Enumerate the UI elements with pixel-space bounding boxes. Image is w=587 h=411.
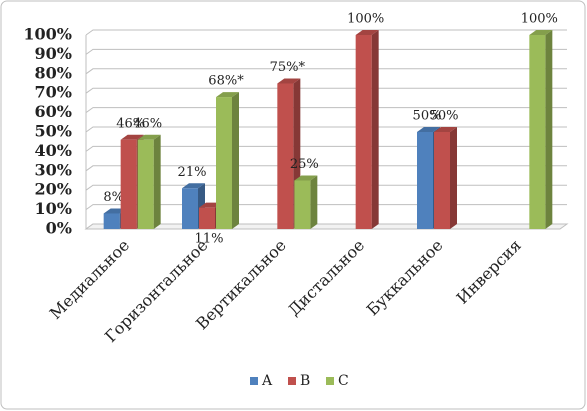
data-label: 75%*: [270, 60, 306, 75]
grid-line: [85, 87, 567, 94]
bar-side: [371, 30, 379, 229]
bar-top: [355, 30, 379, 35]
bar-side: [545, 30, 553, 229]
legend-swatch: [250, 377, 258, 385]
bar-side: [450, 127, 457, 229]
bar-top: [216, 92, 239, 98]
y-tick-label: 30%: [35, 160, 72, 179]
data-label: 50%: [430, 109, 459, 124]
bar-side: [153, 134, 161, 229]
y-tick-label: 10%: [35, 199, 72, 218]
bar-top: [529, 30, 553, 35]
bar-top: [417, 127, 440, 132]
data-label: 46%: [116, 116, 145, 131]
data-label: 46%: [133, 116, 162, 131]
grid-line: [85, 126, 567, 133]
bar: [103, 213, 120, 229]
bar: [417, 132, 433, 229]
y-tick-label: 60%: [35, 102, 72, 121]
legend-swatch: [326, 377, 334, 385]
bar-top: [434, 127, 457, 132]
grid-line: [85, 68, 567, 75]
grid-line: [85, 184, 567, 191]
data-label: 11%: [195, 232, 224, 247]
legend-label: A: [261, 373, 273, 389]
legend-label: C: [338, 373, 349, 389]
grid-line: [85, 204, 567, 211]
bar: [355, 35, 372, 229]
bar: [120, 139, 137, 229]
bar-side: [310, 175, 318, 229]
y-tick-label: 0%: [46, 219, 72, 238]
bar: [434, 132, 450, 229]
y-tick-label: 20%: [35, 180, 72, 199]
grid-line: [85, 145, 567, 152]
grid-line: [85, 29, 567, 36]
bar: [529, 35, 546, 229]
bar-top: [182, 183, 205, 189]
data-label: 25%: [290, 157, 319, 172]
grid-line: [85, 48, 567, 55]
data-label: 100%: [521, 12, 558, 27]
bar: [137, 139, 154, 229]
bar: [199, 207, 215, 229]
bar: [277, 83, 294, 229]
legend-swatch: [288, 377, 296, 385]
y-tick-label: 100%: [23, 25, 72, 44]
grid-line: [85, 165, 567, 172]
data-label: 50%: [413, 109, 442, 124]
bar-side: [232, 92, 239, 229]
data-label: 68%*: [208, 74, 244, 89]
y-tick-label: 50%: [35, 122, 72, 141]
bar-top: [137, 134, 161, 140]
bar: [182, 188, 198, 229]
legend-label: B: [300, 373, 310, 389]
data-label: 8%: [103, 190, 124, 205]
y-tick-label: 80%: [35, 63, 72, 82]
bar: [216, 97, 232, 229]
y-tick-label: 90%: [35, 44, 72, 63]
data-label: 100%: [347, 12, 384, 27]
bar-top: [294, 175, 318, 181]
grid-line: [85, 107, 567, 114]
bar-top: [277, 78, 301, 84]
y-tick-label: 70%: [35, 83, 72, 102]
bar-top: [120, 134, 144, 140]
bar: [294, 180, 311, 229]
y-tick-label: 40%: [35, 141, 72, 160]
data-label: 21%: [178, 165, 207, 180]
